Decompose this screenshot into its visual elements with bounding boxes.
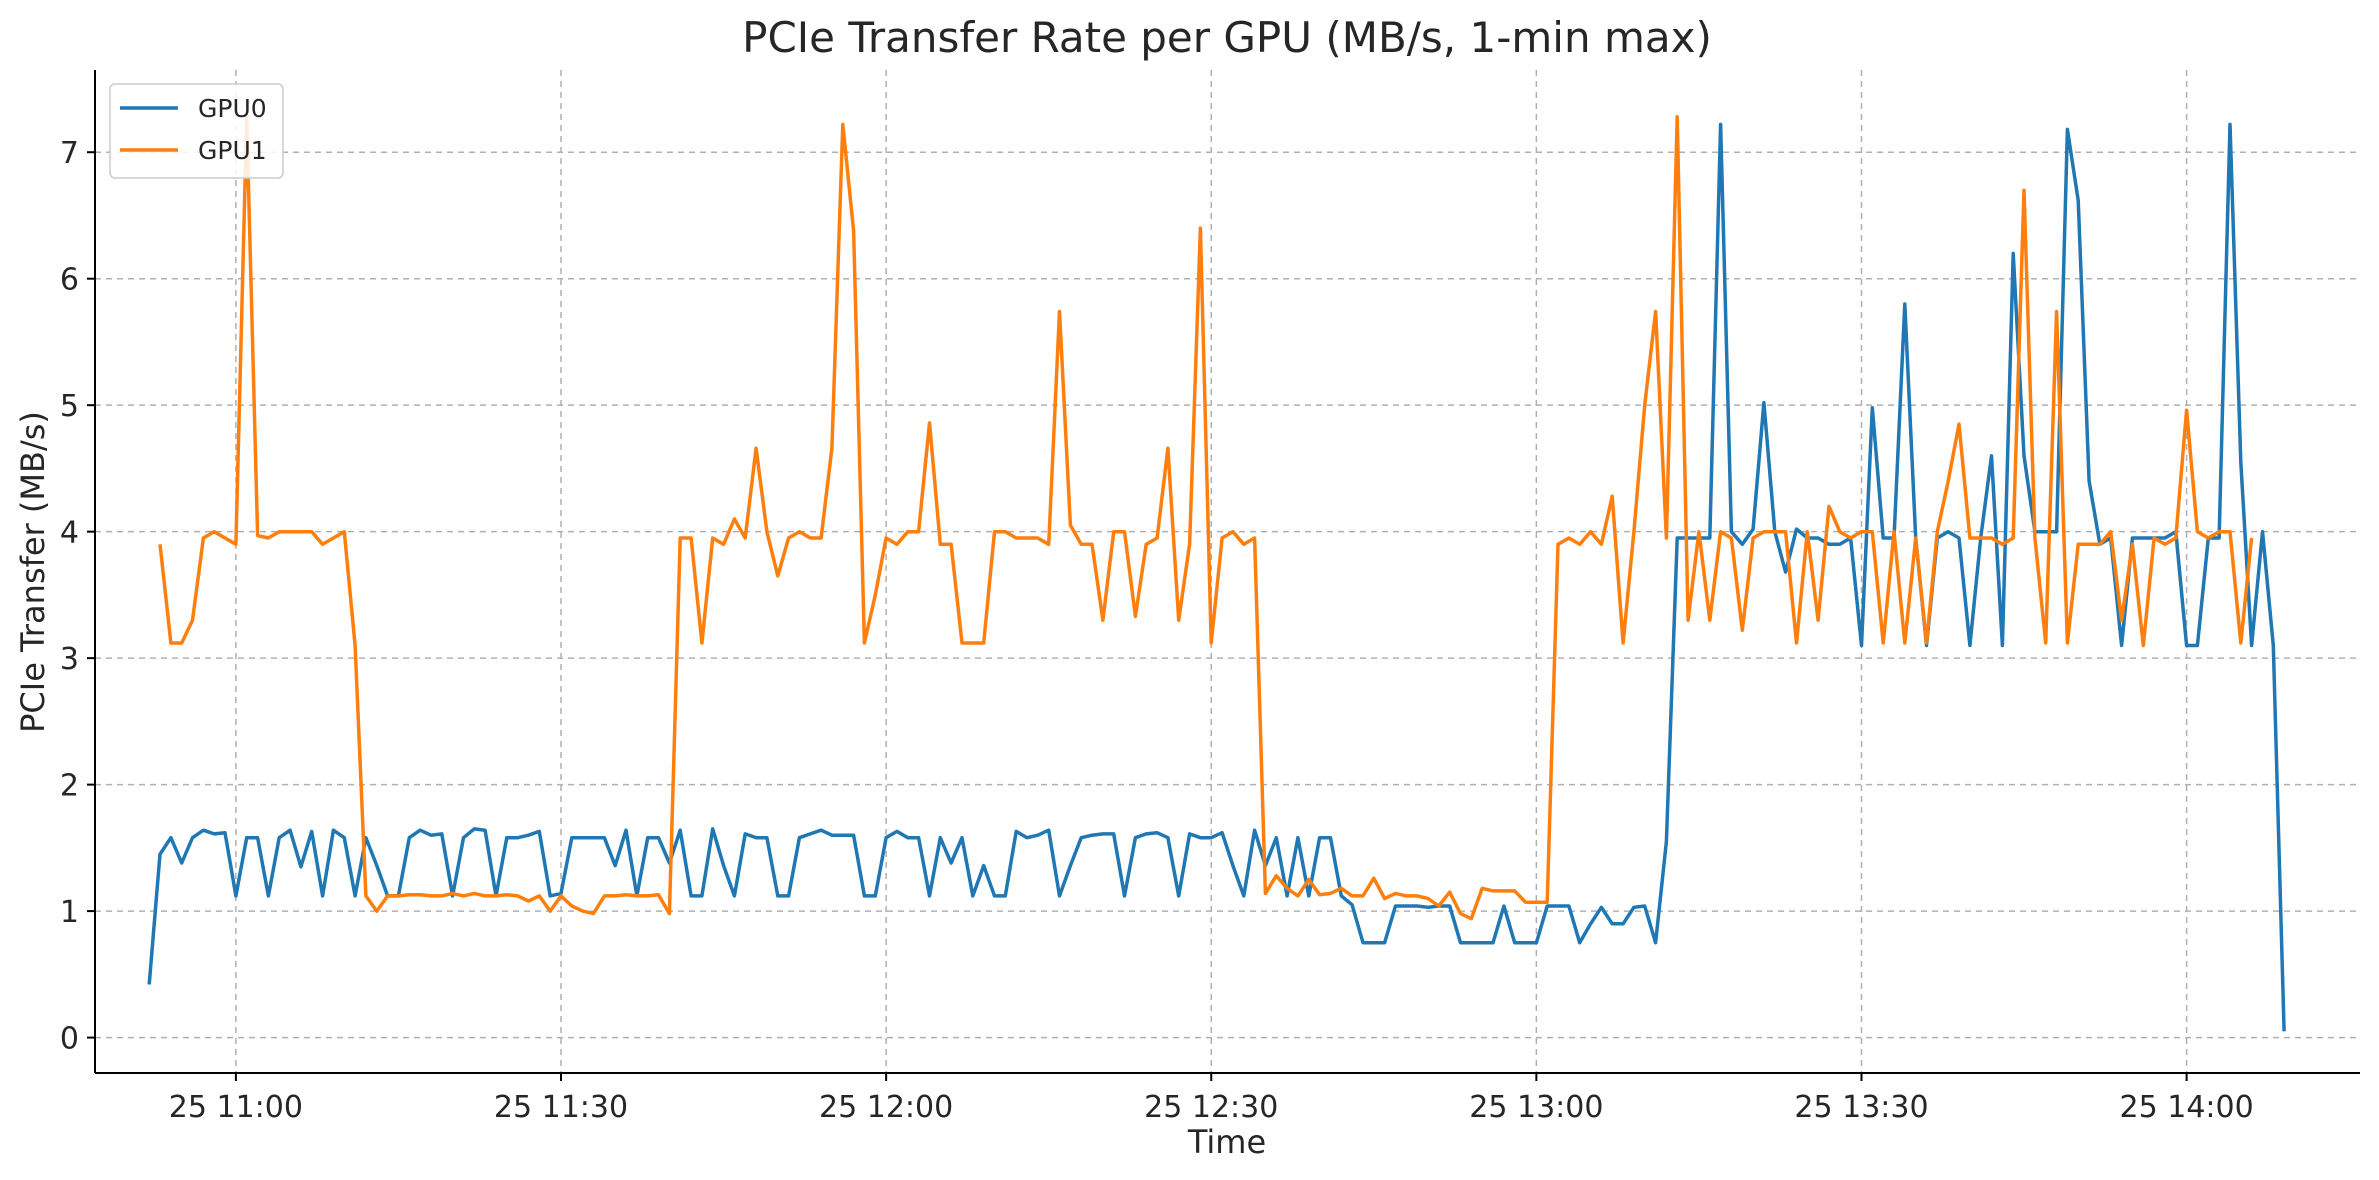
x-tick-label: 25 14:00 [2120, 1090, 2254, 1125]
y-tick-label: 0 [60, 1022, 79, 1057]
y-tick-label: 4 [60, 516, 79, 551]
x-tick-label: 25 13:00 [1469, 1090, 1603, 1125]
legend-label-gpu0: GPU0 [198, 94, 267, 123]
legend-label-gpu1: GPU1 [198, 136, 267, 165]
x-tick-label: 25 11:00 [169, 1090, 303, 1125]
y-tick-label: 1 [60, 895, 79, 930]
series-line-gpu1 [158, 115, 2254, 921]
axis-ticks: 0 1 2 3 4 5 6 7 25 11:00 25 11:30 25 12:00 25 12:30… [60, 136, 2254, 1125]
legend: GPU0 GPU1 [109, 83, 284, 179]
plot-area [147, 115, 2286, 1032]
x-tick-label: 25 11:30 [494, 1090, 628, 1125]
grid [95, 70, 2360, 1073]
chart-title: PCIe Transfer Rate per GPU (MB/s, 1-min … [742, 13, 1712, 62]
x-axis-label: Time [1187, 1123, 1266, 1161]
y-tick-label: 2 [60, 769, 79, 804]
y-axis-label: PCIe Transfer (MB/s) [14, 411, 52, 733]
x-tick-label: 25 12:00 [819, 1090, 953, 1125]
x-tick-label: 25 13:30 [1794, 1090, 1928, 1125]
y-tick-label: 7 [60, 136, 79, 171]
y-tick-label: 3 [60, 642, 79, 677]
y-tick-label: 5 [60, 389, 79, 424]
y-tick-label: 6 [60, 263, 79, 298]
x-tick-label: 25 12:30 [1144, 1090, 1278, 1125]
